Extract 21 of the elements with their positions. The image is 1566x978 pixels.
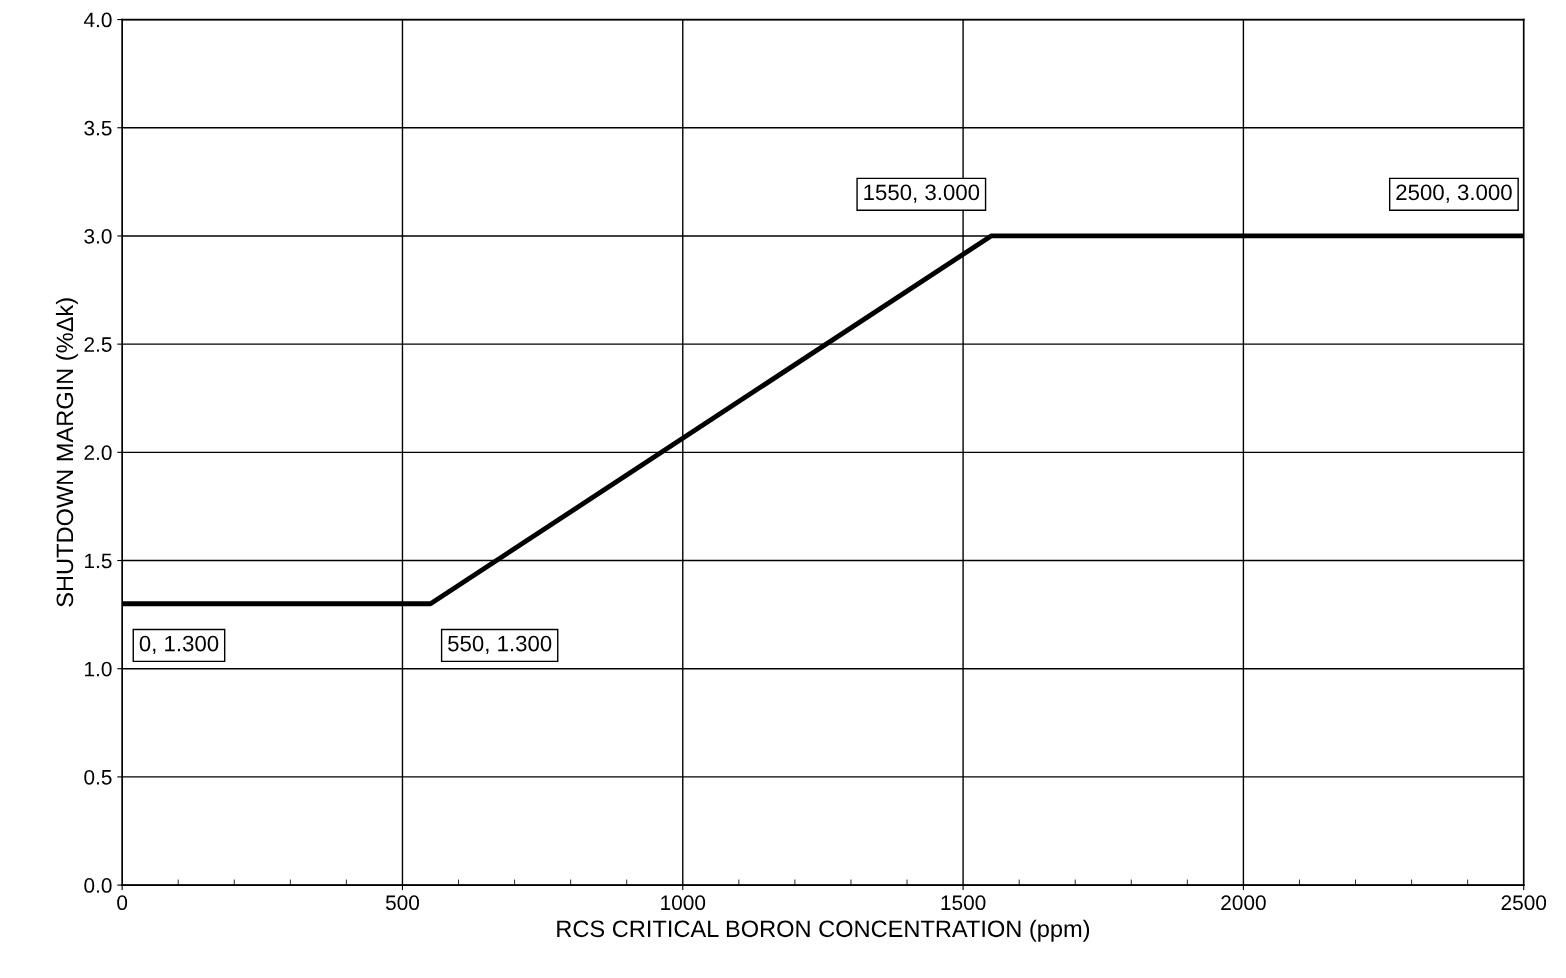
annotation: 0, 1.300	[139, 635, 219, 655]
x-tick-label: 1500	[941, 895, 986, 911]
x-tick-label: 0	[117, 895, 128, 911]
y-tick-label: 0.0	[84, 878, 112, 893]
annotation: 550, 1.300	[448, 635, 552, 655]
y-tick-label: 3.5	[84, 120, 112, 136]
annotation: 1550, 3.000	[864, 184, 980, 203]
x-tick-label: 2000	[1221, 895, 1266, 911]
y-tick-label: 0.5	[84, 769, 112, 785]
x-tick-label: 1000	[661, 895, 706, 911]
y-tick-label: 3.0	[84, 228, 112, 244]
x-axis-title: RCS CRITICAL BORON CONCENTRATION (ppm)	[557, 919, 1090, 942]
x-tick-label: 500	[385, 895, 420, 911]
y-axis-title: SHUTDOWN MARGIN (%Δk)	[55, 298, 78, 607]
x-tick-label: 2500	[1501, 895, 1547, 911]
y-tick-label: 1.0	[85, 661, 112, 677]
y-tick-label: 4.0	[83, 12, 112, 28]
annotation: 2500, 3.000	[1396, 184, 1512, 203]
y-tick-label: 1.5	[85, 553, 112, 569]
y-tick-label: 2.0	[84, 445, 112, 461]
y-tick-label: 2.5	[84, 337, 112, 352]
